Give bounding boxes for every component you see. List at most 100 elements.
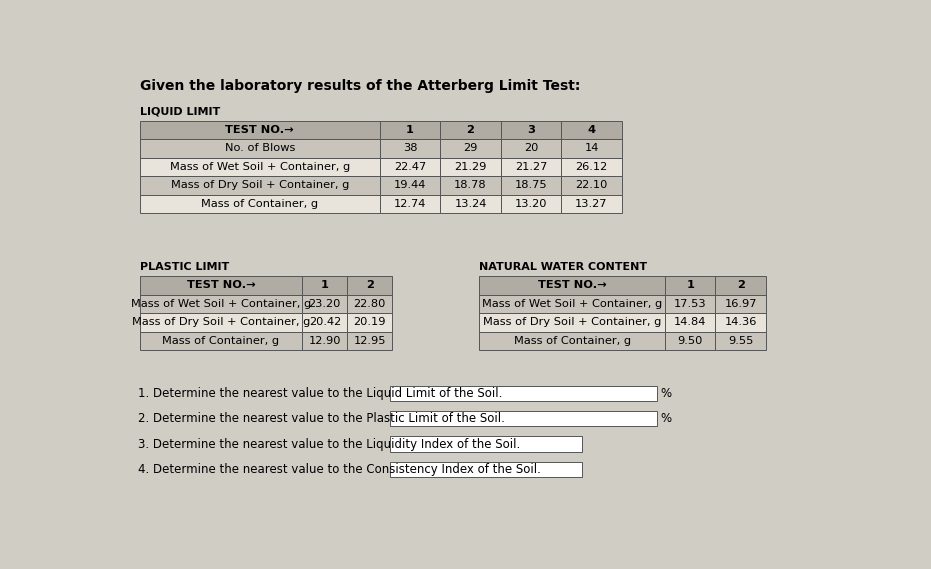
- Text: Mass of Container, g: Mass of Container, g: [201, 199, 318, 209]
- Bar: [561, 195, 622, 213]
- Bar: [479, 295, 665, 313]
- Bar: [140, 176, 380, 195]
- Bar: [440, 176, 501, 195]
- Text: 4: 4: [587, 125, 596, 135]
- Text: 3: 3: [527, 125, 535, 135]
- Text: Mass of Wet Soil + Container, g: Mass of Wet Soil + Container, g: [482, 299, 662, 309]
- Bar: [665, 295, 715, 313]
- Text: TEST NO.→: TEST NO.→: [538, 281, 606, 290]
- Bar: [715, 313, 766, 332]
- Text: 18.75: 18.75: [515, 180, 547, 190]
- Text: 1: 1: [321, 281, 329, 290]
- Bar: [501, 195, 561, 213]
- Bar: [390, 462, 582, 477]
- Text: LIQUID LIMIT: LIQUID LIMIT: [140, 107, 220, 117]
- Text: NATURAL WATER CONTENT: NATURAL WATER CONTENT: [479, 262, 647, 273]
- Text: 16.97: 16.97: [724, 299, 757, 309]
- Bar: [140, 332, 303, 350]
- Text: 22.47: 22.47: [394, 162, 426, 172]
- Bar: [561, 176, 622, 195]
- Bar: [347, 313, 392, 332]
- Bar: [140, 276, 303, 295]
- Bar: [440, 121, 501, 139]
- Text: TEST NO.→: TEST NO.→: [225, 125, 294, 135]
- Bar: [665, 313, 715, 332]
- Text: 9.50: 9.50: [678, 336, 703, 346]
- Bar: [140, 195, 380, 213]
- Text: %: %: [660, 412, 671, 425]
- Text: Mass of Container, g: Mass of Container, g: [162, 336, 279, 346]
- Bar: [380, 121, 440, 139]
- Text: 3. Determine the nearest value to the Liquidity Index of the Soil.: 3. Determine the nearest value to the Li…: [138, 438, 520, 451]
- Bar: [561, 139, 622, 158]
- Text: 4. Determine the nearest value to the Consistency Index of the Soil.: 4. Determine the nearest value to the Co…: [138, 463, 541, 476]
- Text: Mass of Dry Soil + Container, g: Mass of Dry Soil + Container, g: [483, 318, 661, 327]
- Text: 1: 1: [406, 125, 414, 135]
- Text: 18.78: 18.78: [454, 180, 487, 190]
- Text: 1: 1: [686, 281, 695, 290]
- Bar: [347, 295, 392, 313]
- Bar: [380, 158, 440, 176]
- Text: 22.10: 22.10: [575, 180, 608, 190]
- Bar: [140, 313, 303, 332]
- Text: PLASTIC LIMIT: PLASTIC LIMIT: [140, 262, 229, 273]
- Bar: [665, 276, 715, 295]
- Text: 2: 2: [366, 281, 373, 290]
- Bar: [715, 332, 766, 350]
- Bar: [440, 139, 501, 158]
- Text: 29: 29: [464, 143, 478, 154]
- Bar: [140, 158, 380, 176]
- Text: 12.95: 12.95: [354, 336, 386, 346]
- Bar: [347, 276, 392, 295]
- Bar: [479, 332, 665, 350]
- Bar: [715, 295, 766, 313]
- Text: Mass of Wet Soil + Container, g: Mass of Wet Soil + Container, g: [131, 299, 311, 309]
- Text: 14: 14: [585, 143, 599, 154]
- Text: Given the laboratory results of the Atterberg Limit Test:: Given the laboratory results of the Atte…: [140, 79, 580, 93]
- Bar: [561, 158, 622, 176]
- Bar: [390, 411, 657, 426]
- Text: 14.84: 14.84: [674, 318, 707, 327]
- Text: 22.80: 22.80: [354, 299, 386, 309]
- Bar: [347, 332, 392, 350]
- Text: 20.19: 20.19: [354, 318, 386, 327]
- Text: 26.12: 26.12: [575, 162, 608, 172]
- Bar: [561, 121, 622, 139]
- Text: Mass of Container, g: Mass of Container, g: [514, 336, 630, 346]
- Bar: [479, 313, 665, 332]
- Bar: [501, 121, 561, 139]
- Text: 23.20: 23.20: [309, 299, 341, 309]
- Text: Mass of Wet Soil + Container, g: Mass of Wet Soil + Container, g: [169, 162, 350, 172]
- Bar: [715, 276, 766, 295]
- Text: TEST NO.→: TEST NO.→: [187, 281, 255, 290]
- Bar: [303, 313, 347, 332]
- Text: 14.36: 14.36: [724, 318, 757, 327]
- Bar: [303, 332, 347, 350]
- Text: Mass of Dry Soil + Container, g: Mass of Dry Soil + Container, g: [170, 180, 349, 190]
- Bar: [440, 158, 501, 176]
- Text: 2. Determine the nearest value to the Plastic Limit of the Soil.: 2. Determine the nearest value to the Pl…: [138, 412, 505, 425]
- Text: 2: 2: [736, 281, 745, 290]
- Text: 21.29: 21.29: [454, 162, 487, 172]
- Text: 12.90: 12.90: [308, 336, 341, 346]
- Bar: [501, 158, 561, 176]
- Bar: [140, 295, 303, 313]
- Bar: [380, 139, 440, 158]
- Bar: [380, 176, 440, 195]
- Text: 13.27: 13.27: [575, 199, 608, 209]
- Text: 2: 2: [466, 125, 475, 135]
- Bar: [390, 386, 657, 401]
- Text: Mass of Dry Soil + Container, g: Mass of Dry Soil + Container, g: [132, 318, 310, 327]
- Text: 17.53: 17.53: [674, 299, 707, 309]
- Bar: [440, 195, 501, 213]
- Bar: [665, 332, 715, 350]
- Text: %: %: [660, 387, 671, 399]
- Bar: [140, 121, 380, 139]
- Text: 1. Determine the nearest value to the Liquid Limit of the Soil.: 1. Determine the nearest value to the Li…: [138, 387, 503, 399]
- Bar: [479, 276, 665, 295]
- Text: 38: 38: [403, 143, 417, 154]
- Text: 13.20: 13.20: [515, 199, 547, 209]
- Bar: [390, 436, 582, 452]
- Bar: [380, 195, 440, 213]
- Text: 19.44: 19.44: [394, 180, 426, 190]
